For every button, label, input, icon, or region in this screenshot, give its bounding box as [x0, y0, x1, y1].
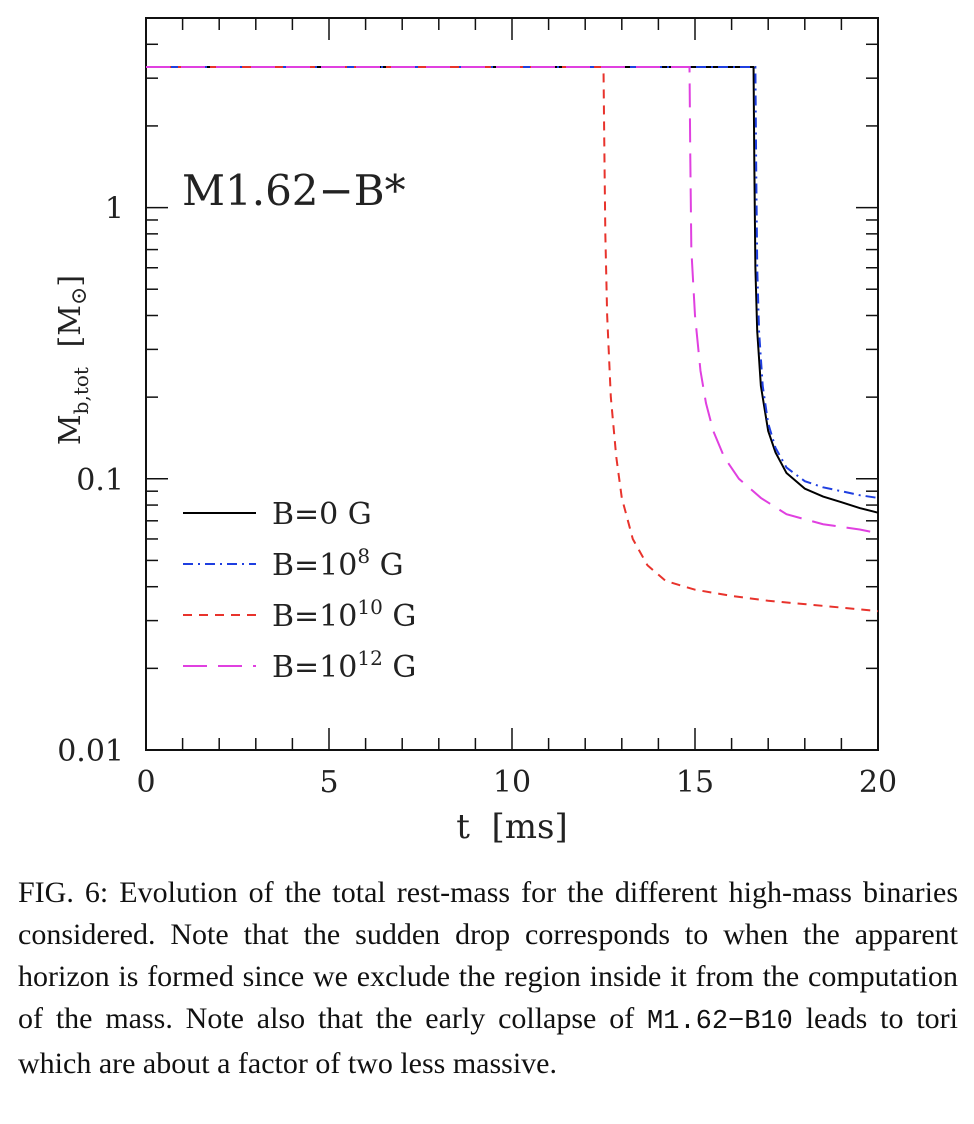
axis-ticks: 0 5 10 15 20 0.01 0.1 1 [57, 18, 897, 800]
x-tick-label: 10 [493, 765, 531, 800]
series-line-1 [146, 65, 879, 514]
legend-label-4: B=1012 G [272, 646, 416, 685]
series-line-2 [146, 65, 879, 499]
x-tick-label: 20 [859, 765, 897, 800]
chart-annotation: M1.62−B* [182, 166, 406, 215]
y-axis-label: Mb,tot [M⊙] [53, 275, 93, 445]
plot-area-border [145, 17, 879, 751]
legend-label-3: B=1010 G [272, 595, 416, 634]
legend-label-2: B=108 G [272, 544, 404, 583]
caption-code: M1.62−B10 [647, 1007, 793, 1037]
y-axis-label-unit: [M [53, 305, 88, 347]
series-layer [146, 65, 879, 613]
y-axis-label-sun-symbol: ⊙ [67, 287, 92, 305]
figure-caption: FIG. 6: Evolution of the total rest-mass… [18, 872, 958, 1085]
y-axis-label-main: M [53, 414, 88, 445]
legend-label-1: B=0 G [272, 497, 372, 532]
x-axis-label: t [ms] [456, 807, 568, 847]
series-line-3 [146, 65, 879, 613]
y-tick-label: 0.01 [57, 734, 124, 769]
y-tick-label: 0.1 [76, 463, 124, 498]
caption-text-before: Evolution of the total rest-mass for the… [18, 876, 958, 1035]
caption-label: FIG. 6: [18, 876, 109, 909]
legend: B=0 G B=108 G B=1010 G B=1012 G [183, 497, 416, 685]
y-tick-label: 1 [105, 192, 124, 227]
y-axis-label-subscript: b,tot [69, 367, 93, 414]
x-tick-label: 15 [676, 765, 714, 800]
x-tick-label: 0 [136, 765, 155, 800]
svg-text:Mb,tot [M⊙]: Mb,tot [M⊙] [53, 275, 93, 445]
caption-text-after: leads to tori which are about a factor o… [18, 1002, 959, 1080]
x-tick-label: 5 [319, 765, 338, 800]
figure: 0 5 10 15 20 0.01 0.1 1 B=0 G B=108 G B=1010 G B=1… [53, 17, 897, 847]
series-line-4 [146, 65, 879, 535]
plot-frame [145, 17, 879, 751]
y-axis-label-close: ] [53, 275, 88, 287]
